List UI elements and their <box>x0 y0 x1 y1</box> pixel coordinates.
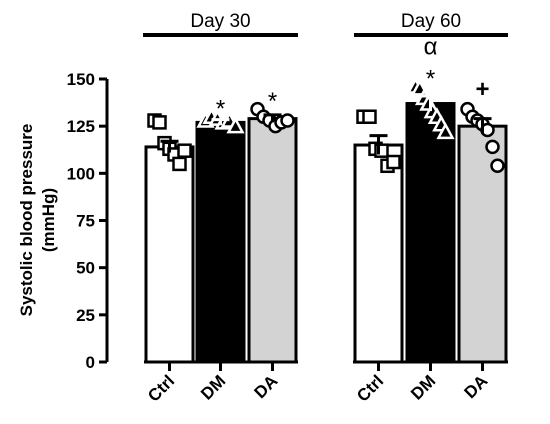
bar <box>144 145 195 364</box>
data-points <box>147 76 505 174</box>
y-tick-label: 0 <box>86 353 95 372</box>
data-point <box>226 116 245 134</box>
data-point <box>280 113 295 128</box>
significance-marker: * <box>268 88 277 115</box>
bars <box>144 102 508 364</box>
y-tick-label: 150 <box>67 70 95 89</box>
data-point <box>362 109 377 124</box>
x-tick-label: DM <box>407 371 439 403</box>
data-point <box>490 158 505 174</box>
group-label: Day 60 <box>401 11 461 32</box>
x-tick-label: Ctrl <box>144 371 178 405</box>
x-tick-label: DA <box>251 371 282 402</box>
data-point <box>152 115 167 130</box>
significance-marker: + <box>475 76 489 103</box>
data-point <box>172 156 187 172</box>
data-point <box>177 143 192 158</box>
significance-marker: * <box>426 66 435 93</box>
bar <box>405 102 456 364</box>
group-label: Day 30 <box>190 11 250 32</box>
bar <box>353 143 404 364</box>
y-tick-label: 75 <box>76 212 95 231</box>
bar <box>247 117 298 364</box>
x-tick-label: DM <box>197 371 229 403</box>
data-point <box>485 139 500 155</box>
x-tick-label: DA <box>461 371 492 402</box>
y-tick-label: 25 <box>76 306 95 325</box>
data-point <box>386 154 401 170</box>
y-tick-label: 125 <box>67 117 95 136</box>
y-tick-label: 50 <box>76 259 95 278</box>
y-axis-label-line1: Systolic blood pressure <box>17 124 36 317</box>
y-axis-label-line2: (mmHg) <box>39 188 58 252</box>
y-tick-label: 100 <box>67 164 95 183</box>
bar <box>195 120 246 364</box>
significance-marker: α <box>424 34 438 61</box>
data-point <box>436 122 455 140</box>
x-tick-label: Ctrl <box>353 371 387 405</box>
significance-marker: * <box>216 96 225 123</box>
